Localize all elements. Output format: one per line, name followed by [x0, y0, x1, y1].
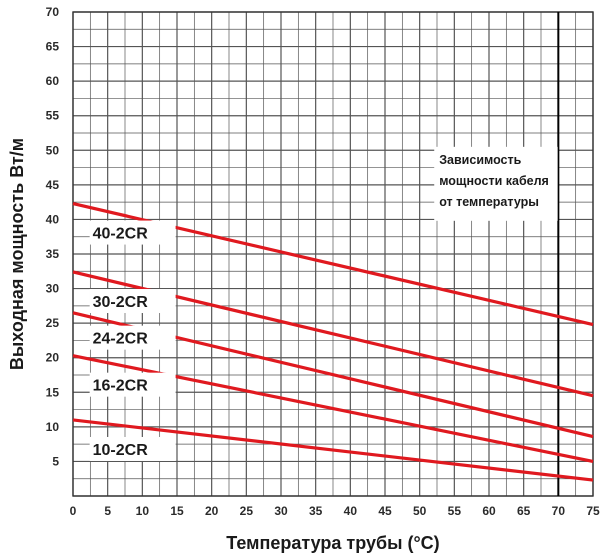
y-tick-label: 60: [46, 74, 60, 88]
x-tick-label: 0: [70, 504, 77, 518]
x-tick-label: 30: [274, 504, 288, 518]
y-tick-label: 50: [46, 143, 60, 157]
series-label-24-2CR: 24-2CR: [93, 331, 149, 348]
y-axis-title: Выходная мощность Вт/м: [7, 138, 27, 370]
y-tick-label: 55: [46, 109, 60, 123]
x-tick-label: 15: [170, 504, 184, 518]
x-tick-label: 50: [413, 504, 427, 518]
series-label-16-2CR: 16-2CR: [93, 378, 149, 395]
annotation: Зависимость мощности кабеля от температуры: [434, 146, 558, 221]
series-label-box: [89, 325, 176, 350]
series-line-10-2CR: [72, 418, 594, 482]
y-tick-label: 35: [46, 247, 60, 261]
y-tick-label: 25: [46, 316, 60, 330]
x-tick-label: 25: [240, 504, 254, 518]
annotation-box: [434, 146, 558, 221]
series-label-box: [89, 372, 176, 397]
series-label-box: [89, 289, 176, 314]
series-label-10-2CR: 10-2CR: [93, 442, 149, 459]
series-label-40-2CR: 40-2CR: [93, 226, 149, 243]
annotation-text: мощности кабеля: [439, 174, 549, 188]
x-tick-label: 40: [344, 504, 358, 518]
y-tick-label: 10: [46, 420, 60, 434]
x-tick-label: 55: [448, 504, 462, 518]
series-label-box: [89, 436, 176, 461]
x-tick-label: 75: [586, 504, 600, 518]
y-tick-label: 70: [46, 5, 60, 19]
x-tick-label: 70: [552, 504, 566, 518]
series-label-box: [89, 220, 176, 245]
y-tick-label: 20: [46, 351, 60, 365]
y-tick-label: 65: [46, 40, 60, 54]
plot-frame: [72, 11, 594, 497]
y-tick-label: 40: [46, 212, 60, 226]
series-label-30-2CR: 30-2CR: [93, 294, 149, 311]
y-tick-label: 45: [46, 178, 60, 192]
x-tick-label: 5: [104, 504, 111, 518]
grid: [72, 11, 594, 497]
series-labels: 40-2CR 30-2CR 24-2CR 16-2CR 10-2CR: [89, 220, 176, 461]
x-tick-label: 45: [378, 504, 392, 518]
annotation-text: от температуры: [439, 195, 539, 209]
x-tick-label: 65: [517, 504, 531, 518]
x-tick-label: 60: [482, 504, 496, 518]
y-tick-label: 15: [46, 385, 60, 399]
y-tick-label: 5: [52, 454, 59, 468]
tick-labels: 0 5 10 15 20 25 30 35 40 45 50 55 60 65 70 75 5 10 15 20 25 3…: [46, 5, 600, 518]
x-tick-label: 35: [309, 504, 323, 518]
x-axis-title: Температура трубы (°C): [226, 533, 439, 553]
x-tick-label: 10: [136, 504, 150, 518]
annotation-text: Зависимость: [439, 153, 521, 167]
x-tick-label: 20: [205, 504, 219, 518]
y-tick-label: 30: [46, 282, 60, 296]
